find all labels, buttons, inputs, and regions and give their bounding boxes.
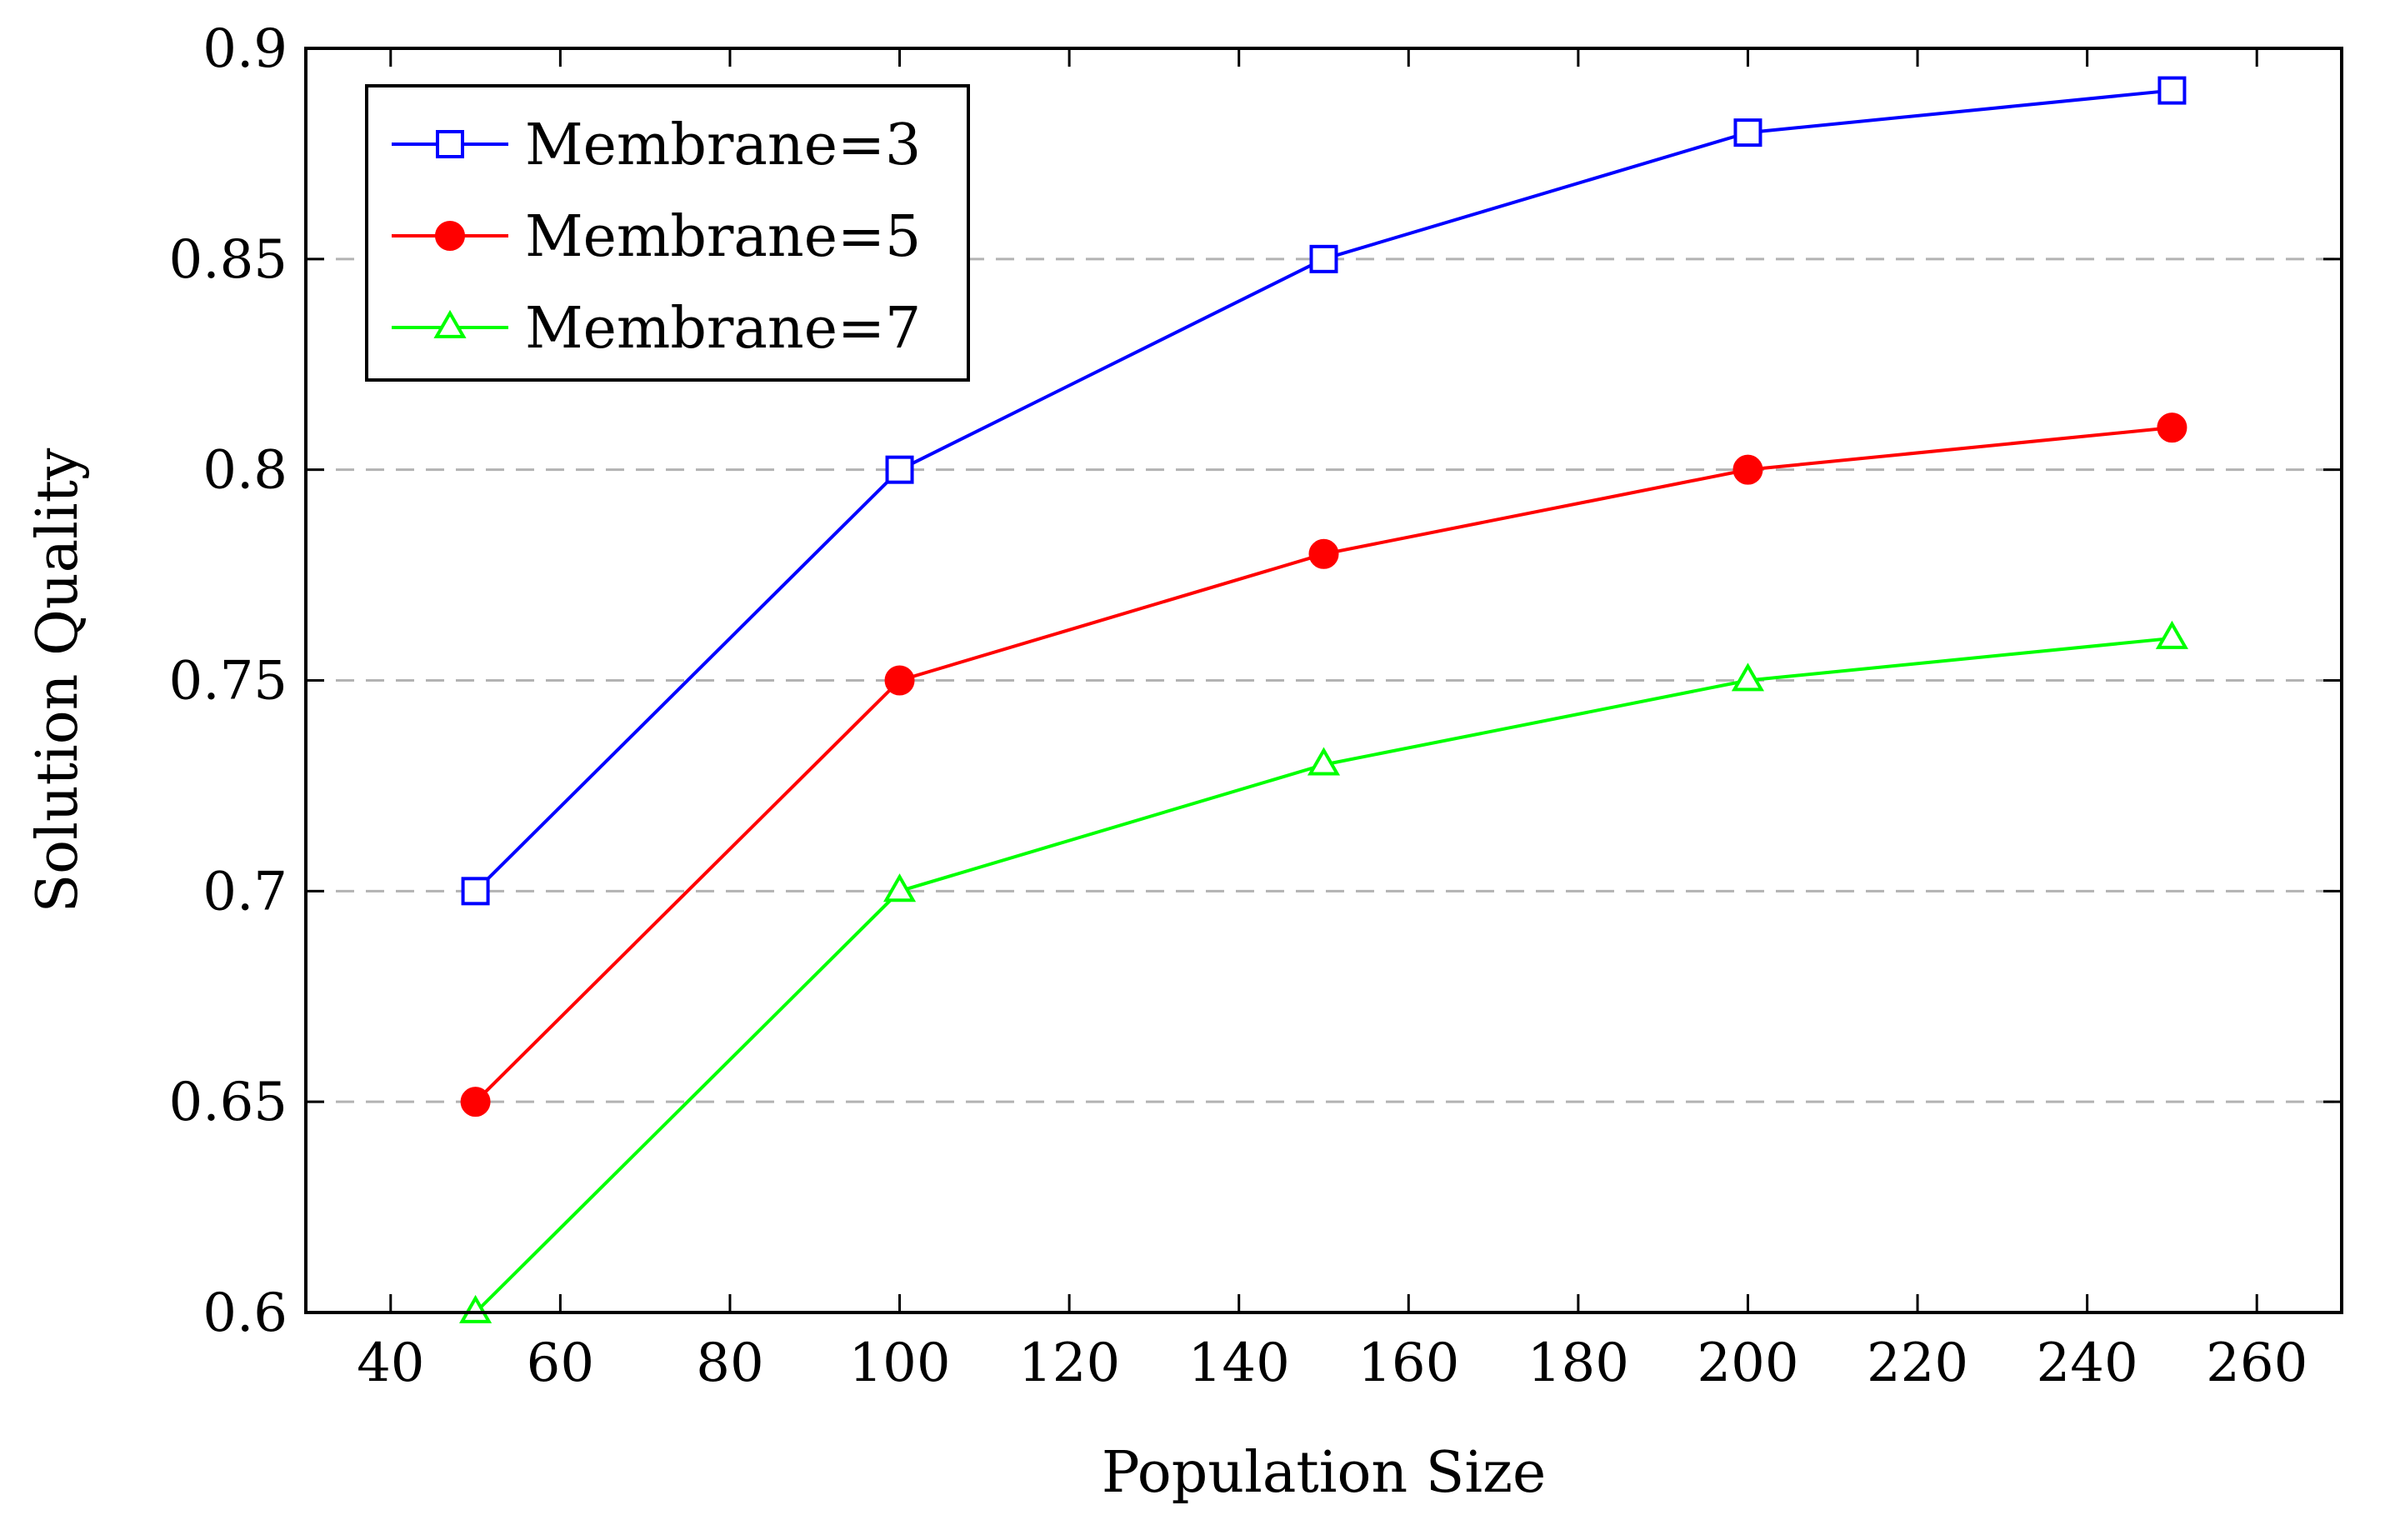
series-lines — [459, 76, 2188, 1323]
legend-marker — [435, 221, 465, 251]
data-point — [2155, 620, 2188, 649]
data-point — [884, 665, 915, 696]
y-tick-label: 0.9 — [202, 18, 288, 80]
series-1 — [461, 76, 2187, 906]
y-tick-label: 0.85 — [169, 229, 288, 291]
data-point — [885, 455, 914, 484]
x-tick-label: 240 — [2037, 1332, 2138, 1394]
data-point — [1731, 662, 1765, 692]
x-tick-label: 40 — [357, 1332, 424, 1394]
data-point — [1307, 747, 1341, 776]
data-point — [459, 1294, 492, 1323]
legend-item: Membrane=5 — [392, 204, 921, 270]
legend-marker — [436, 130, 464, 158]
x-tick-label: 160 — [1358, 1332, 1459, 1394]
x-tick-label: 100 — [848, 1332, 950, 1394]
data-point — [1308, 538, 1339, 569]
x-tick-label: 200 — [1697, 1332, 1798, 1394]
y-tick-label: 0.75 — [169, 651, 288, 712]
x-tick-label: 80 — [696, 1332, 763, 1394]
tick-labels: 40 60 80 100 120 140 160 180 200 220 240 260 0.6 0.65… — [169, 18, 2308, 1394]
y-tick-label: 0.65 — [169, 1072, 288, 1133]
data-point — [1309, 244, 1338, 273]
x-tick-label: 140 — [1188, 1332, 1290, 1394]
x-tick-label: 180 — [1528, 1332, 1629, 1394]
data-point — [1733, 118, 1762, 148]
legend-label: Membrane=7 — [525, 296, 921, 362]
legend: Membrane=3 Membrane=5 Membrane=7 — [365, 84, 970, 382]
grid-lines — [306, 258, 2342, 1103]
y-tick-label: 0.8 — [202, 440, 288, 502]
x-tick-label: 120 — [1018, 1332, 1120, 1394]
series-2 — [460, 412, 2188, 1118]
x-tick-label: 220 — [1867, 1332, 1968, 1394]
data-point — [2157, 412, 2188, 443]
data-point — [882, 873, 917, 902]
data-point — [1732, 454, 1763, 485]
data-point — [461, 877, 490, 906]
y-tick-label: 0.7 — [202, 861, 288, 922]
data-point — [460, 1087, 491, 1118]
legend-item: Membrane=3 — [392, 112, 921, 178]
legend-label: Membrane=3 — [525, 112, 921, 178]
legend-box — [365, 84, 970, 382]
legend-item: Membrane=7 — [392, 296, 921, 362]
series-3 — [459, 620, 2188, 1323]
y-tick-label: 0.6 — [202, 1282, 288, 1344]
legend-marker — [433, 309, 467, 338]
x-tick-label: 60 — [527, 1332, 594, 1394]
x-tick-label: 260 — [2206, 1332, 2308, 1394]
axes — [304, 47, 2343, 1314]
data-point — [2158, 76, 2187, 105]
y-axis-title: Solution Quality — [25, 448, 91, 912]
x-axis-title: Population Size — [1102, 1440, 1546, 1506]
legend-label: Membrane=5 — [525, 204, 921, 270]
